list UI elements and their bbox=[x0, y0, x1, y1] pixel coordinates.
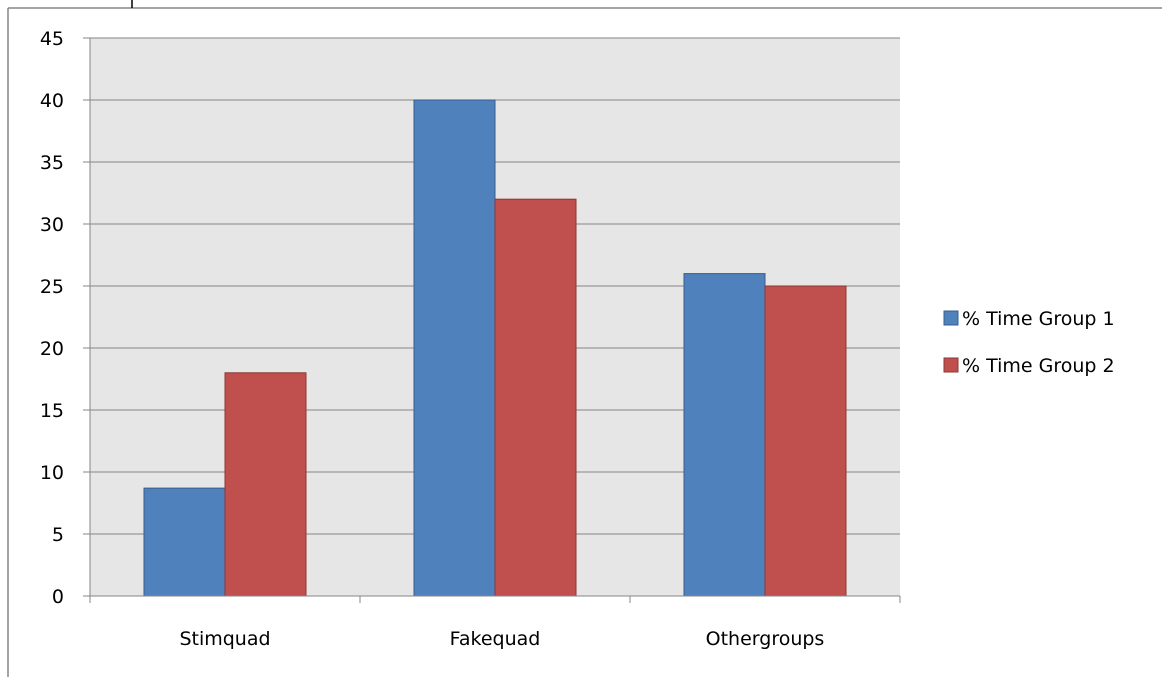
y-tick-label: 0 bbox=[52, 586, 64, 608]
y-tick-label: 40 bbox=[40, 90, 64, 112]
legend-swatch-series-1 bbox=[943, 310, 959, 326]
legend-swatch-series-2 bbox=[943, 357, 959, 373]
bar-othergroups-series-1 bbox=[683, 273, 766, 597]
x-category-label: Fakequad bbox=[450, 628, 541, 650]
y-tick-labels: 0 5 10 15 20 25 30 35 40 45 bbox=[40, 28, 64, 608]
x-category-labels: Stimquad Fakequad Othergroups bbox=[179, 628, 824, 650]
x-category-label: Stimquad bbox=[179, 628, 270, 650]
legend-label-series-1: % Time Group 1 bbox=[962, 308, 1115, 330]
x-category-label: Othergroups bbox=[706, 628, 825, 650]
legend: % Time Group 1 % Time Group 2 bbox=[943, 308, 1115, 377]
y-tick-label: 25 bbox=[40, 276, 64, 298]
bar-stimquad-series-1 bbox=[143, 487, 226, 597]
y-tick-label: 5 bbox=[52, 524, 64, 546]
y-tick-label: 20 bbox=[40, 338, 64, 360]
y-tick-label: 30 bbox=[40, 214, 64, 236]
legend-label-series-2: % Time Group 2 bbox=[962, 355, 1115, 377]
y-tick-label: 45 bbox=[40, 28, 64, 50]
bar-stimquad-series-2 bbox=[224, 372, 307, 597]
y-tick-label: 15 bbox=[40, 400, 64, 422]
bar-fakequad-series-2 bbox=[494, 198, 577, 597]
bar-fakequad-series-1 bbox=[413, 99, 496, 597]
axes bbox=[83, 37, 901, 603]
bars bbox=[143, 99, 847, 597]
bar-othergroups-series-2 bbox=[764, 285, 847, 597]
y-tick-label: 35 bbox=[40, 152, 64, 174]
y-tick-label: 10 bbox=[40, 462, 64, 484]
